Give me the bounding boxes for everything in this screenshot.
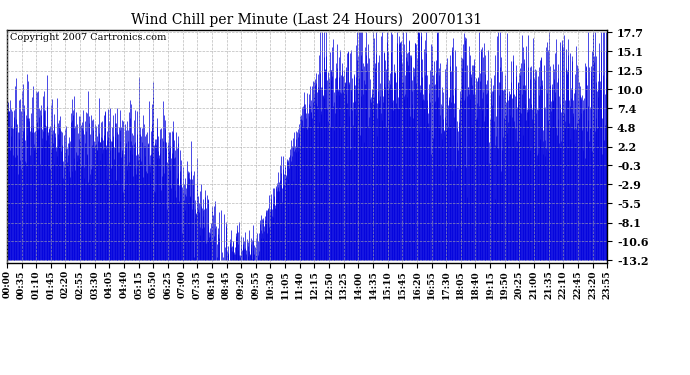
Text: Copyright 2007 Cartronics.com: Copyright 2007 Cartronics.com [10,33,166,42]
Title: Wind Chill per Minute (Last 24 Hours)  20070131: Wind Chill per Minute (Last 24 Hours) 20… [132,13,482,27]
